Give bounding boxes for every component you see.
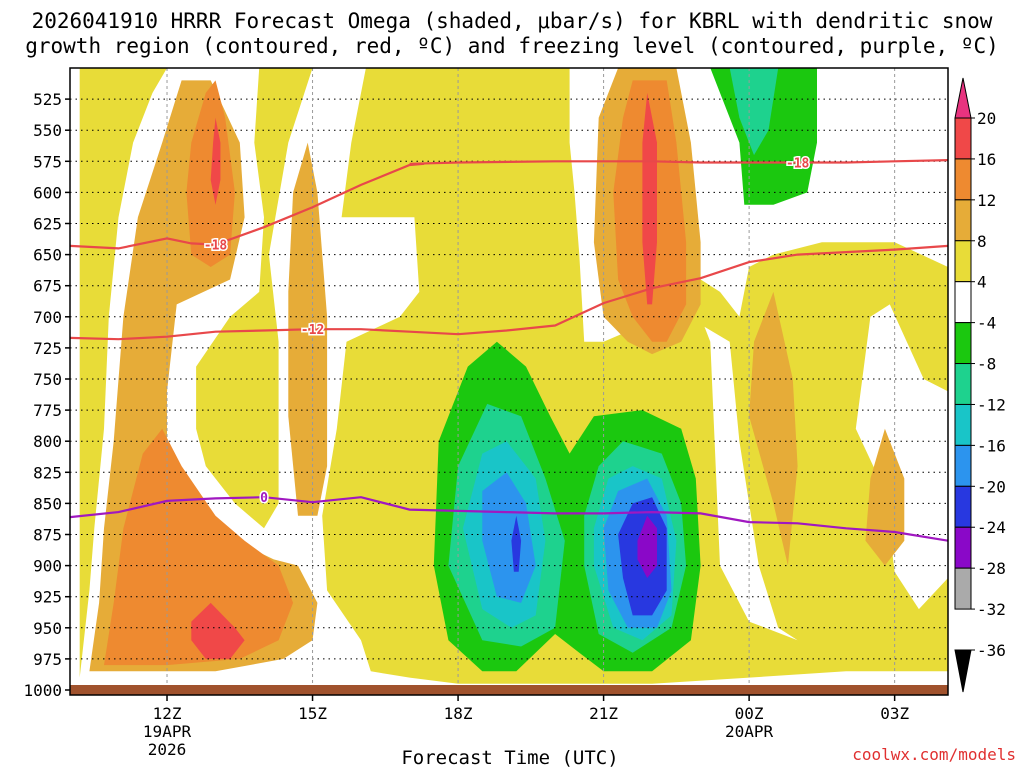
colorbar-label-7: -12 xyxy=(977,395,1006,414)
contour-label-3: 0 xyxy=(260,491,268,506)
colorbar-bin-12 xyxy=(954,567,972,610)
y-tick-label-650: 650 xyxy=(33,246,62,265)
colorbar-bin-1 xyxy=(954,117,972,160)
colorbar-label-8: -16 xyxy=(977,436,1006,455)
contour-label-0: -18 xyxy=(786,157,810,172)
colorbar-label-9: -20 xyxy=(977,477,1006,496)
x-tick-sublabel-12Z-0: 19APR xyxy=(143,722,192,741)
chart-title-line-1: 2026041910 HRRR Forecast Omega (shaded, … xyxy=(32,9,993,33)
grid-lines xyxy=(70,68,948,690)
x-tick-label-12Z: 12Z xyxy=(153,704,182,723)
y-tick-label-775: 775 xyxy=(33,401,62,420)
colorbar-bin-9 xyxy=(954,444,972,487)
y-axis: 525 550 575 600 625 650 675 700 725 750 775 800 825 8… xyxy=(23,90,70,700)
omega-region-7 xyxy=(186,80,235,268)
contour-line-2 xyxy=(70,244,948,341)
x-tick-label-00Z: 00Z xyxy=(735,704,764,723)
y-tick-label-600: 600 xyxy=(33,183,62,202)
y-tick-label-875: 875 xyxy=(33,526,62,545)
y-tick-label-950: 950 xyxy=(33,619,62,638)
y-tick-label-550: 550 xyxy=(33,121,62,140)
colorbar-bin-4 xyxy=(954,240,972,283)
colorbar-bin-6 xyxy=(954,322,972,365)
y-tick-label-975: 975 xyxy=(33,650,62,669)
contour-line-3 xyxy=(70,496,948,542)
omega-region-9 xyxy=(191,602,245,659)
colorbar: 20 16 12 8 4 -4 -8 -12 -16 -20 -24 -28 -32 -36 xyxy=(954,77,1006,693)
plot-area: -18 -18 -12 0 xyxy=(70,68,948,695)
y-tick-label-825: 825 xyxy=(33,463,62,482)
x-tick-sublabel-00Z-0: 20APR xyxy=(725,722,774,741)
colorbar-bin-11 xyxy=(954,526,972,569)
x-tick-label-03Z: 03Z xyxy=(880,704,909,723)
y-tick-label-850: 850 xyxy=(33,494,62,513)
omega-region-4 xyxy=(749,291,798,566)
x-tick-sublabel-12Z-1: 2026 xyxy=(148,740,187,759)
omega-region-21 xyxy=(511,515,522,572)
y-tick-label-675: 675 xyxy=(33,277,62,296)
omega-region-10 xyxy=(210,117,221,205)
contour-label-2: -12 xyxy=(301,323,324,338)
omega-region-23 xyxy=(637,515,657,578)
colorbar-label-6: -8 xyxy=(977,355,996,374)
x-tick-label-15Z: 15Z xyxy=(298,704,327,723)
omega-region-13 xyxy=(729,68,779,156)
ground-strip xyxy=(70,685,948,695)
colorbar-label-1: 16 xyxy=(977,150,996,169)
y-tick-label-925: 925 xyxy=(33,588,62,607)
y-tick-label-1000: 1000 xyxy=(23,681,62,700)
contour-label-1: -18 xyxy=(204,239,228,254)
omega-region-11 xyxy=(642,92,657,305)
x-tick-label-21Z: 21Z xyxy=(589,704,618,723)
colorbar-bin-3 xyxy=(954,199,972,242)
omega-region-6 xyxy=(104,428,294,666)
colorbar-bin-8 xyxy=(954,403,972,446)
colorbar-label-11: -28 xyxy=(977,559,1006,578)
colorbar-bin-5 xyxy=(954,281,972,324)
colorbar-bin-10 xyxy=(954,485,972,528)
omega-region-19 xyxy=(482,472,536,603)
colorbar-label-0: 20 xyxy=(977,109,996,128)
colorbar-top-arrow xyxy=(954,77,972,119)
y-tick-label-725: 725 xyxy=(33,339,62,358)
y-tick-label-750: 750 xyxy=(33,370,62,389)
colorbar-label-2: 12 xyxy=(977,191,996,210)
colorbar-label-5: -4 xyxy=(977,314,996,333)
colorbar-label-10: -24 xyxy=(977,518,1006,537)
colorbar-bottom-arrow xyxy=(954,649,972,693)
colorbar-label-4: 4 xyxy=(977,273,987,292)
contour-line-0 xyxy=(409,159,948,165)
colorbar-label-13: -36 xyxy=(977,641,1006,660)
colorbar-label-12: -32 xyxy=(977,600,1006,619)
isotherm-lines: -18 -18 -12 0 xyxy=(70,155,948,542)
x-tick-label-18Z: 18Z xyxy=(444,704,473,723)
plot-frame xyxy=(69,67,949,696)
credit-text: coolwx.com/models xyxy=(852,745,1016,764)
y-tick-label-625: 625 xyxy=(33,215,62,234)
x-axis-title: Forecast Time (UTC) xyxy=(401,747,618,768)
y-tick-label-800: 800 xyxy=(33,432,62,451)
y-tick-label-900: 900 xyxy=(33,557,62,576)
colorbar-bin-7 xyxy=(954,363,972,405)
chart-title-line-2: growth region (contoured, red, ºC) and f… xyxy=(25,34,999,58)
omega-region-5 xyxy=(865,428,905,566)
colorbar-bin-2 xyxy=(954,158,972,201)
y-tick-label-575: 575 xyxy=(33,152,62,171)
omega-shading xyxy=(79,68,948,684)
y-tick-label-525: 525 xyxy=(33,90,62,109)
y-tick-label-700: 700 xyxy=(33,308,62,327)
contour-line-1 xyxy=(70,162,425,250)
colorbar-label-3: 8 xyxy=(977,232,987,251)
